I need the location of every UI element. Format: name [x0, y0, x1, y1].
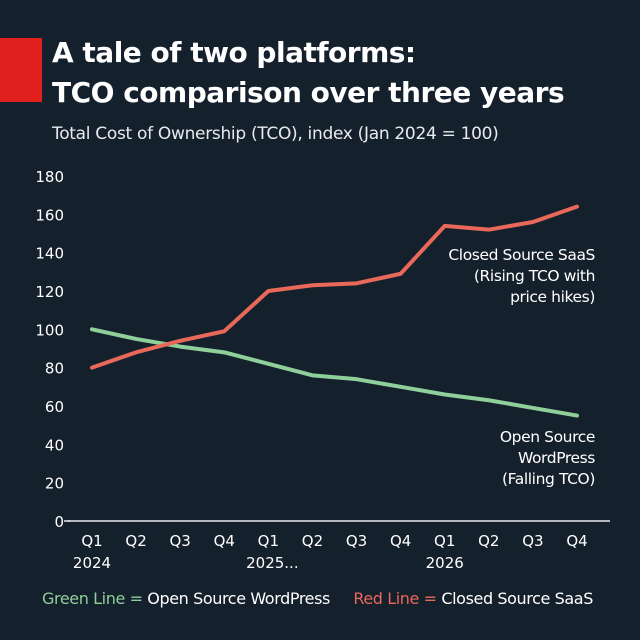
x-tick-label: Q2: [302, 532, 323, 550]
y-tick-label: 160: [35, 206, 64, 224]
x-tick-label: Q2: [478, 532, 499, 550]
series-line-closed-source: [90, 204, 579, 370]
x-tick-label: Q4: [214, 532, 235, 550]
x-tick-label: Q2: [125, 532, 146, 550]
legend: Green Line = Open Source WordPress Red L…: [42, 589, 593, 608]
series-label: Open Source: [500, 428, 595, 446]
legend-red-text: Closed Source SaaS: [441, 589, 593, 608]
chart-subtitle: Total Cost of Ownership (TCO), index (Ja…: [52, 124, 499, 144]
chart-title: A tale of two platforms: TCO comparison …: [52, 33, 565, 113]
x-tick-label: Q1: [258, 532, 279, 550]
series-label: (Falling TCO): [502, 470, 595, 488]
x-tick-label: Q1: [434, 532, 455, 550]
x-tick-label: Q1: [81, 532, 102, 550]
y-tick-label: 80: [45, 360, 64, 378]
y-tick-label: 140: [35, 245, 64, 263]
series-line-open-source: [90, 327, 579, 418]
x-tick-label: Q3: [346, 532, 367, 550]
y-tick-label: 40: [45, 436, 64, 454]
x-tick-year-label: 2025...: [246, 554, 298, 572]
title-line-1: A tale of two platforms:: [52, 36, 416, 69]
y-tick-label: 180: [35, 168, 64, 186]
x-tick-label: Q4: [566, 532, 587, 550]
y-tick-label: 20: [45, 475, 64, 493]
legend-red-key: Red Line =: [353, 589, 437, 608]
title-accent-bar: [0, 38, 42, 102]
x-tick-label: Q3: [522, 532, 543, 550]
x-tick-year-label: 2026: [426, 554, 464, 572]
y-tick-label: 120: [35, 283, 64, 301]
series-label: (Rising TCO with: [474, 267, 595, 285]
series-label: WordPress: [518, 449, 595, 467]
legend-green-text: Open Source WordPress: [147, 589, 330, 608]
y-tick-label: 60: [45, 398, 64, 416]
legend-green-key: Green Line =: [42, 589, 143, 608]
x-tick-label: Q3: [170, 532, 191, 550]
y-tick-label: 100: [35, 321, 64, 339]
x-tick-label: Q4: [390, 532, 411, 550]
series-label: Closed Source SaaS: [448, 246, 595, 264]
series-label: price hikes): [510, 288, 595, 306]
title-line-2: TCO comparison over three years: [52, 76, 565, 109]
y-tick-label: 0: [54, 513, 64, 531]
x-tick-year-label: 2024: [73, 554, 111, 572]
